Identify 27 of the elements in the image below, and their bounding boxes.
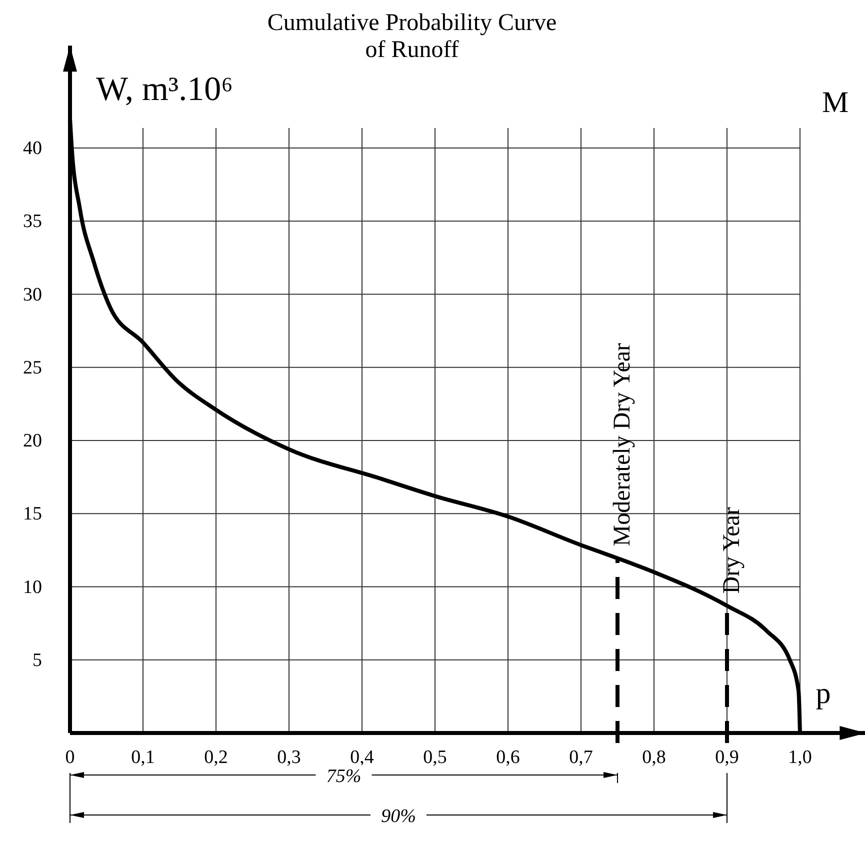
- x-tick-label: 1,0: [788, 747, 812, 768]
- text: 90%: [381, 806, 416, 827]
- ref-line-label: Moderately Dry Year: [610, 342, 636, 546]
- y-tick-label: 15: [23, 504, 42, 525]
- y-tick-label: 20: [23, 430, 42, 452]
- chart-title: Cumulative Probability Curve of Runoff: [267, 10, 557, 63]
- x-tick-label: 0,7: [569, 747, 593, 768]
- x-tick-label: 0: [65, 747, 75, 768]
- x-tick-label: 0,4: [350, 747, 374, 768]
- x-tick-label: 0,8: [642, 747, 666, 768]
- y-axis-title: W, m³.10⁶: [96, 71, 233, 108]
- text: 75%: [326, 766, 362, 787]
- y-tick-label: 5: [32, 650, 42, 671]
- annotation: M: [822, 86, 849, 119]
- x-tick-label: 0,5: [423, 747, 447, 768]
- ref-line-label: Dry Year: [719, 507, 745, 594]
- y-tick-label: 25: [23, 357, 42, 378]
- x-tick-label: 0,3: [277, 747, 301, 768]
- y-tick-label: 35: [23, 211, 42, 232]
- y-tick-label: 10: [23, 576, 42, 598]
- x-tick-label: 0,2: [204, 747, 228, 768]
- x-axis-title: p: [816, 677, 831, 710]
- y-tick-label: 40: [23, 138, 42, 159]
- x-tick-label: 0,9: [715, 747, 739, 768]
- x-tick-label: 0,6: [496, 747, 520, 768]
- y-tick-label: 30: [23, 284, 42, 306]
- x-tick-label: 0,1: [131, 747, 155, 768]
